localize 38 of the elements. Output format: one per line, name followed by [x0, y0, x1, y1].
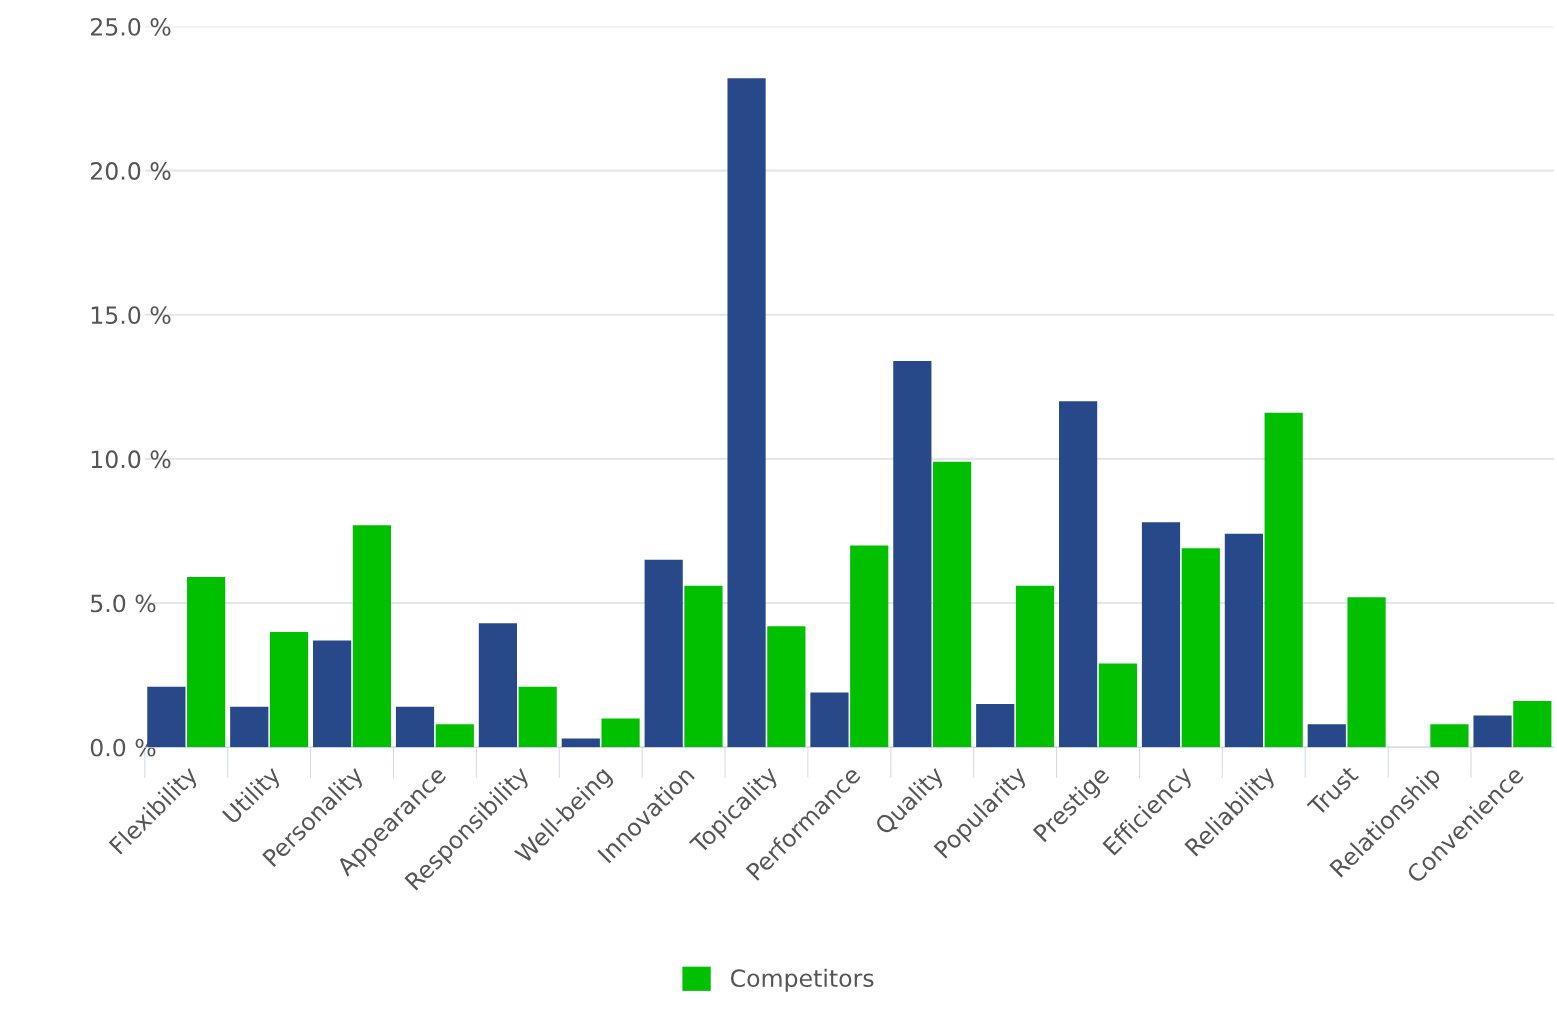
bar — [976, 703, 1015, 748]
bar — [313, 640, 352, 748]
bar — [1224, 533, 1263, 748]
bar — [187, 577, 226, 748]
bar — [1015, 585, 1055, 748]
y-tick-label: 10.0 % — [91, 450, 171, 469]
bar — [435, 724, 474, 748]
bar — [1181, 548, 1220, 748]
bar — [269, 631, 309, 748]
bar — [1307, 724, 1346, 748]
bar — [933, 461, 972, 748]
bar — [644, 559, 683, 748]
y-tick-label: 20.0 % — [90, 162, 171, 180]
bar — [1347, 597, 1386, 748]
bar — [810, 692, 849, 748]
bar — [518, 686, 557, 748]
bar — [727, 78, 766, 748]
bar — [893, 360, 932, 748]
bar — [1473, 715, 1512, 748]
bar — [601, 718, 640, 748]
bar — [850, 545, 889, 748]
bar — [230, 706, 269, 748]
bar — [395, 706, 435, 748]
bar — [1141, 522, 1181, 748]
bar — [684, 585, 723, 748]
bar — [352, 525, 392, 748]
legend-label: Competitors — [730, 968, 874, 992]
bar — [1059, 401, 1098, 748]
bar — [1430, 724, 1469, 748]
bar — [767, 626, 806, 748]
y-tick-label: 5.0 % — [91, 594, 156, 613]
bar — [478, 623, 517, 748]
bar — [1264, 412, 1303, 748]
y-tick-label: 15.0 % — [91, 306, 171, 325]
y-tick-label: 25.0 % — [90, 17, 171, 36]
bar — [1513, 701, 1552, 748]
bar — [561, 738, 600, 748]
bar — [1098, 663, 1137, 748]
